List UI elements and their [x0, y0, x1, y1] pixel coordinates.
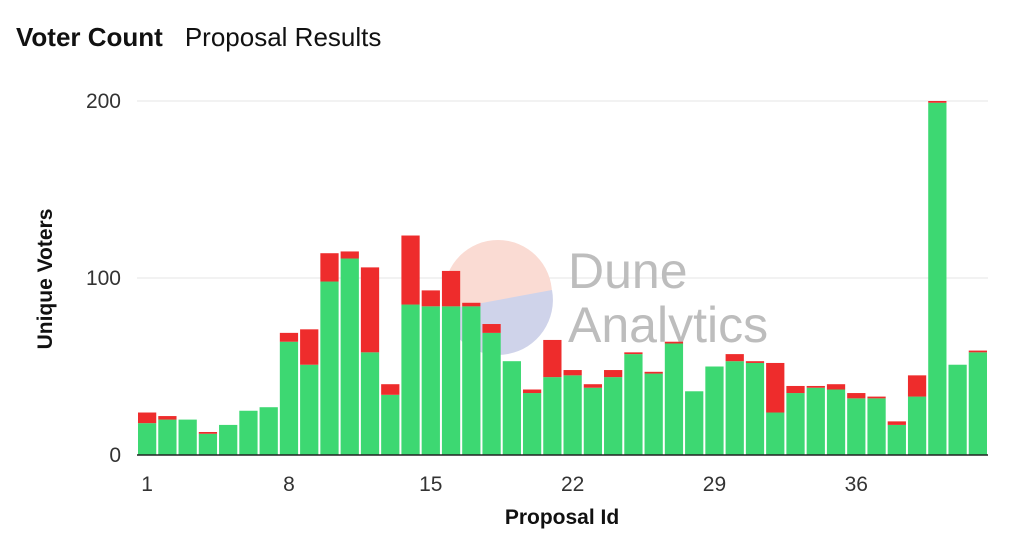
bar-segment-green[interactable] [522, 393, 542, 455]
bar-segment-green[interactable] [887, 424, 906, 455]
bar-segment-red[interactable] [320, 253, 339, 282]
bar-segment-green[interactable] [725, 361, 744, 455]
x-tick-label: 8 [283, 473, 295, 496]
bar-segment-green[interactable] [705, 366, 724, 456]
bar-segment-red[interactable] [543, 339, 562, 378]
bar-segment-green[interactable] [948, 364, 967, 455]
x-tick-label: 36 [845, 473, 868, 496]
bar-segment-red[interactable] [300, 329, 319, 365]
bar-segment-green[interactable] [421, 306, 440, 455]
bar-segment-green[interactable] [300, 364, 319, 455]
bar-segment-red[interactable] [604, 370, 623, 378]
bar-segment-red[interactable] [482, 324, 501, 333]
y-axis-title: Unique Voters [34, 209, 57, 350]
x-tick-label: 15 [419, 473, 442, 496]
bar-segment-green[interactable] [867, 398, 886, 455]
bar-segment-red[interactable] [522, 389, 542, 394]
bar-segment-green[interactable] [381, 394, 400, 455]
bar-segment-red[interactable] [138, 412, 157, 424]
bar-segment-red[interactable] [786, 385, 805, 394]
bar-segment-green[interactable] [441, 306, 461, 455]
bar-segment-green[interactable] [624, 354, 643, 455]
bar-segment-red[interactable] [441, 270, 461, 307]
bar-segment-red[interactable] [806, 385, 825, 388]
x-tick-label: 22 [561, 473, 584, 496]
bar-segment-green[interactable] [502, 361, 521, 455]
bar-segment-green[interactable] [178, 419, 197, 455]
bar-segment-red[interactable] [766, 362, 785, 413]
bar-segment-green[interactable] [907, 396, 927, 455]
bar-segment-red[interactable] [340, 251, 359, 259]
bar-segment-red[interactable] [725, 354, 744, 362]
bar-segment-red[interactable] [664, 341, 684, 344]
bar-segment-green[interactable] [685, 391, 704, 455]
bar-segment-green[interactable] [198, 433, 218, 455]
bar-segment-green[interactable] [786, 393, 805, 455]
y-tick-label: 100 [86, 267, 121, 290]
bar-segment-red[interactable] [968, 350, 987, 353]
bar-segment-green[interactable] [604, 377, 623, 455]
bar-segment-red[interactable] [583, 384, 603, 388]
bar-segment-red[interactable] [867, 396, 886, 399]
bar-segment-red[interactable] [158, 416, 177, 420]
bar-segment-red[interactable] [887, 421, 906, 425]
bar-segment-green[interactable] [847, 398, 866, 455]
tab-voter-count[interactable]: Voter Count [16, 22, 163, 52]
bar-segment-green[interactable] [401, 304, 420, 455]
y-tick-labels: 0 100 200 [86, 90, 121, 467]
bar-segment-red[interactable] [745, 361, 765, 363]
bar-segment-green[interactable] [583, 387, 603, 455]
bar-segment-green[interactable] [664, 343, 684, 455]
bar-segment-red[interactable] [644, 371, 663, 374]
bar-segment-red[interactable] [907, 375, 927, 397]
tab-proposal-results[interactable]: Proposal Results [184, 22, 382, 52]
x-tick-label: 29 [703, 473, 726, 496]
bar-segment-green[interactable] [644, 373, 663, 455]
bar-segment-green[interactable] [279, 341, 299, 455]
bar-segment-green[interactable] [239, 410, 258, 455]
bar-segment-green[interactable] [806, 387, 825, 455]
bar-segment-green[interactable] [138, 423, 157, 455]
bar-segment-green[interactable] [320, 281, 339, 455]
bar-segment-green[interactable] [745, 362, 765, 455]
y-tick-label: 200 [86, 90, 121, 113]
bar-segment-red[interactable] [401, 235, 420, 305]
y-tick-label: 0 [109, 444, 121, 467]
watermark-line1: Dune [568, 243, 688, 299]
x-axis-title: Proposal Id [505, 506, 619, 529]
grid-lines [137, 100, 988, 279]
x-tick-label: 1 [141, 473, 153, 496]
bar-segment-red[interactable] [198, 431, 218, 434]
bar-segment-red[interactable] [563, 370, 582, 376]
bar-segment-red[interactable] [624, 352, 643, 355]
bar-segment-green[interactable] [259, 407, 278, 455]
bar-segment-red[interactable] [381, 384, 400, 395]
x-tick-labels: 1 8 15 22 29 36 [141, 473, 868, 496]
bar-segment-red[interactable] [462, 302, 481, 307]
bar-segment-green[interactable] [340, 258, 359, 455]
bar-segment-green[interactable] [462, 306, 481, 455]
bar-segment-red[interactable] [279, 332, 299, 342]
bar-segment-red[interactable] [360, 267, 380, 353]
bar-segment-green[interactable] [482, 332, 501, 455]
bar-segment-green[interactable] [826, 389, 846, 455]
bar-segment-green[interactable] [219, 424, 238, 455]
bar-segment-green[interactable] [968, 352, 987, 455]
bar-segment-green[interactable] [158, 419, 177, 455]
bar-segment-green[interactable] [928, 102, 947, 456]
bar-segment-green[interactable] [563, 375, 582, 455]
chart-tabs: Voter Count Proposal Results [16, 20, 381, 54]
bar-segment-red[interactable] [826, 384, 846, 390]
bars [138, 101, 987, 456]
bar-segment-red[interactable] [847, 393, 866, 399]
bar-segment-red[interactable] [928, 101, 947, 103]
bar-segment-green[interactable] [766, 412, 785, 455]
bar-segment-red[interactable] [421, 290, 440, 307]
bar-segment-green[interactable] [543, 377, 562, 455]
bar-segment-green[interactable] [360, 352, 380, 455]
